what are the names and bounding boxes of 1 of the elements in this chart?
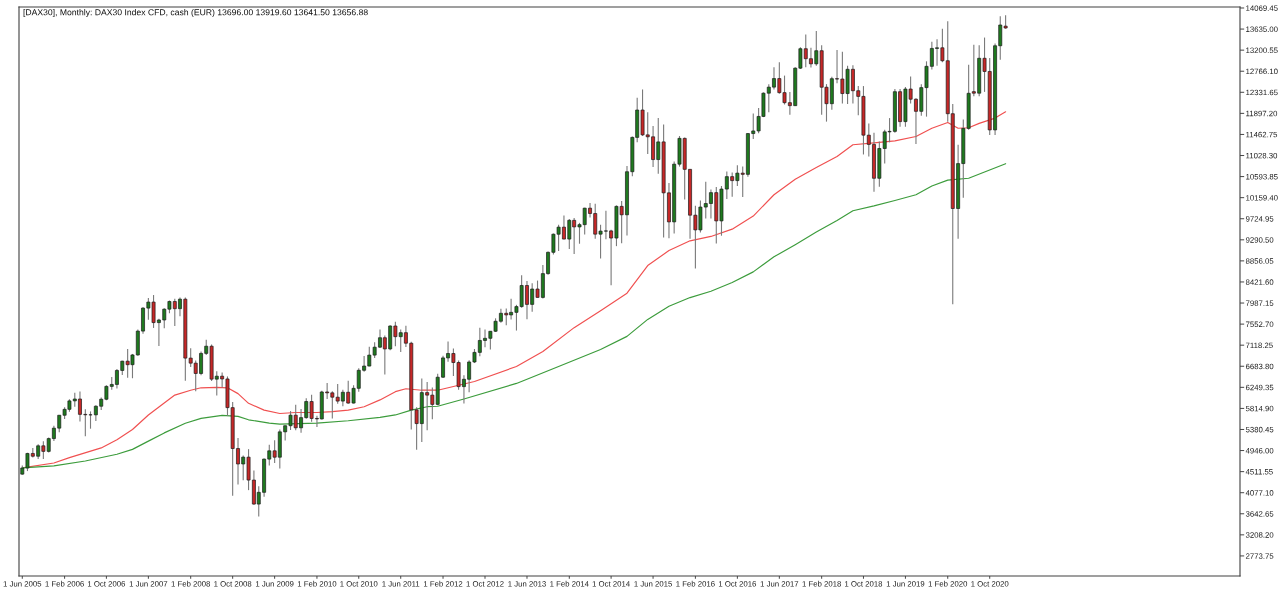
chart-title: [DAX30], Monthly: DAX30 Index CFD, cash (EUR) 13696.00 13919.60 13641.50 13656.88 bbox=[23, 8, 368, 18]
